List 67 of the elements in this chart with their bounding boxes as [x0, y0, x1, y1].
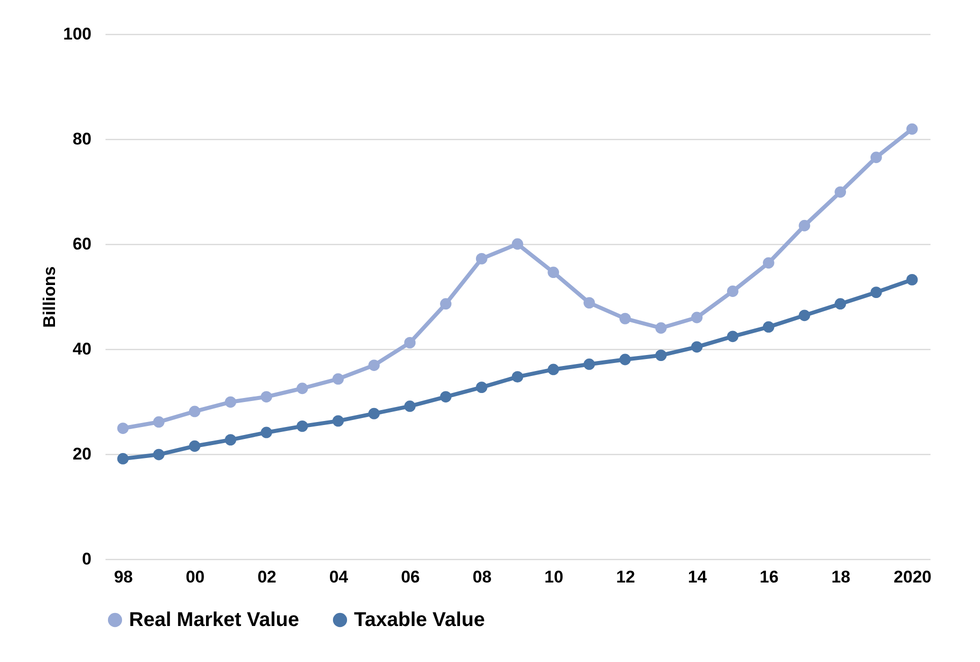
point — [224, 434, 236, 446]
x-tick-label: 04 — [329, 568, 349, 586]
x-tick-label: 02 — [257, 568, 276, 586]
point — [798, 220, 810, 232]
point — [619, 312, 631, 324]
point — [762, 321, 774, 333]
point — [512, 238, 524, 250]
point — [870, 152, 882, 164]
point — [691, 341, 703, 353]
point — [476, 382, 488, 394]
point — [296, 382, 308, 394]
point — [584, 358, 595, 370]
point — [834, 186, 846, 198]
point — [404, 337, 416, 348]
point — [153, 416, 165, 428]
point — [224, 396, 236, 408]
point — [117, 453, 129, 464]
point — [476, 253, 488, 264]
point — [906, 123, 918, 135]
point — [153, 448, 165, 460]
point — [548, 364, 560, 376]
point — [332, 415, 344, 427]
x-tick-label: 06 — [400, 568, 420, 586]
point — [655, 350, 667, 361]
point — [404, 400, 416, 412]
legend-label: Taxable Value — [354, 609, 485, 631]
y-tick-label: 100 — [63, 24, 92, 44]
legend-label: Real Market Value — [129, 609, 300, 631]
point — [762, 257, 774, 269]
x-tick-label: 10 — [544, 568, 564, 586]
x-tick-label: 08 — [472, 568, 492, 586]
point — [440, 298, 452, 310]
point — [870, 286, 882, 298]
point — [619, 354, 631, 366]
point — [368, 408, 380, 420]
x-tick-label: 98 — [114, 568, 133, 586]
point — [296, 420, 308, 432]
x-tick-label: 18 — [831, 568, 850, 586]
point — [260, 426, 272, 438]
y-tick-label: 20 — [72, 444, 92, 464]
x-tick-label: 2020 — [894, 568, 932, 586]
point — [188, 440, 200, 452]
x-tick-label: 16 — [760, 568, 779, 586]
point — [368, 360, 380, 371]
x-tick-label: 12 — [616, 568, 636, 586]
point — [440, 391, 452, 402]
point — [548, 266, 560, 278]
point — [188, 406, 200, 418]
point — [834, 298, 846, 310]
point — [798, 310, 810, 322]
point — [906, 274, 918, 286]
y-tick-label: 80 — [72, 130, 92, 148]
y-tick-label: 40 — [72, 340, 92, 358]
point — [727, 330, 738, 342]
point — [727, 286, 738, 297]
point — [512, 371, 524, 383]
y-tick-label: 60 — [72, 234, 92, 254]
point — [584, 297, 595, 308]
point — [117, 422, 129, 434]
y-tick-label: 0 — [82, 550, 92, 568]
point — [691, 312, 703, 324]
point — [332, 373, 344, 385]
x-tick-label: 14 — [688, 568, 708, 586]
point — [655, 322, 667, 334]
point — [260, 391, 272, 402]
y-axis-title: Billions — [40, 266, 60, 328]
x-tick-label: 00 — [186, 568, 205, 586]
